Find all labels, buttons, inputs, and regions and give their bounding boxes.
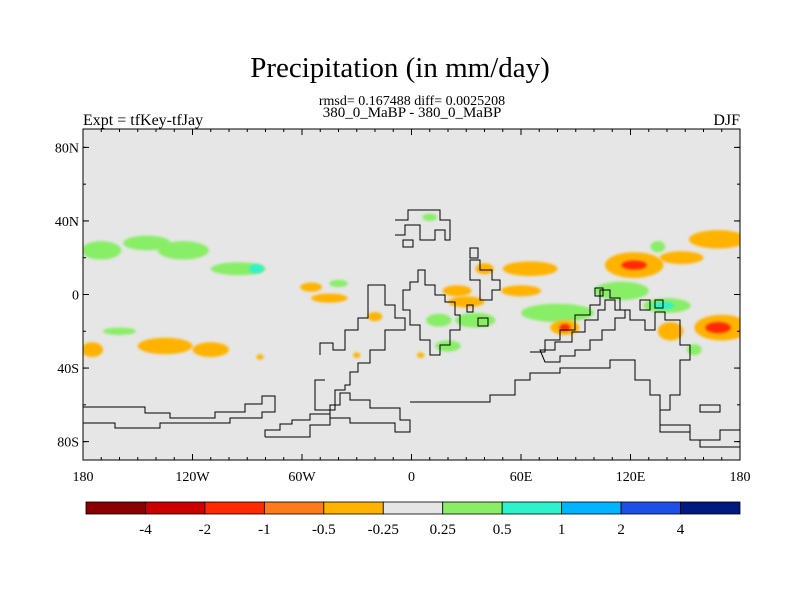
colorbar-swatch-10 [680, 501, 741, 515]
coastline-americas [83, 395, 276, 429]
coastline-layer [83, 209, 740, 448]
anomaly-patch-12 [367, 311, 383, 322]
anomaly-patch-34 [650, 241, 666, 253]
anomaly-patch-14 [455, 312, 496, 328]
stats-label: rmsd= 0.167488 diff= 0.0025208 [318, 94, 506, 109]
anomaly-patch-26 [621, 260, 647, 270]
anomaly-patch-15 [435, 340, 461, 352]
season-label: DJF [713, 112, 740, 129]
anomaly-patch-19 [500, 285, 542, 297]
anomaly-layer [83, 213, 740, 360]
coastline-middle-east [469, 247, 501, 301]
x-tick-label: 180 [73, 470, 94, 485]
anomaly-patch-11 [103, 327, 136, 335]
coastline-asia [530, 289, 740, 441]
colorbar-label: 0.25 [430, 522, 456, 538]
colorbar-swatch-8 [561, 501, 622, 515]
x-tick-label: 180 [730, 470, 751, 485]
colorbar-label: 0.5 [493, 522, 512, 538]
colorbar-label: -0.25 [368, 522, 399, 538]
colorbar-label: 4 [677, 522, 685, 538]
colorbar-swatch-2 [204, 501, 265, 515]
colorbar-swatch-6 [442, 501, 503, 515]
coastline-indian-subcontinent [539, 299, 626, 363]
colorbar-label: -2 [199, 522, 212, 538]
colorbar-label: 2 [617, 522, 625, 538]
anomaly-patch-27 [688, 230, 740, 249]
anomaly-patch-13 [426, 313, 452, 327]
anomaly-patch-17 [442, 285, 472, 297]
anomaly-patch-9 [137, 337, 193, 355]
experiment-label: Expt = tfKey-tfJay [83, 112, 204, 129]
x-tick-label: 0 [408, 470, 415, 485]
coastline-south-atlantic [466, 304, 489, 327]
x-tick-label: 120E [616, 470, 646, 485]
anomaly-patch-4 [249, 264, 264, 274]
anomaly-patch-30 [705, 322, 731, 334]
x-tick-label: 60E [510, 470, 533, 485]
chart-title: Precipitation (in mm/day) [250, 52, 550, 84]
colorbar-label: -4 [139, 522, 152, 538]
anomaly-patch-37 [256, 354, 264, 360]
anomaly-patch-36 [687, 344, 702, 356]
y-tick-label: 40N [55, 215, 79, 230]
colorbar-swatch-7 [501, 501, 563, 515]
anomaly-patch-5 [300, 282, 323, 292]
colorbar-label: 1 [558, 522, 566, 538]
coastline-antarctica [264, 392, 411, 438]
anomaly-patch-21 [521, 303, 594, 323]
coastline-africa [402, 269, 461, 356]
colorbar-swatch-1 [145, 501, 206, 515]
anomaly-patch-33 [657, 322, 684, 341]
coastline-south-america [314, 284, 406, 411]
anomaly-patch-35 [422, 213, 438, 221]
anomaly-patch-22 [594, 281, 649, 301]
colorbar-swatch-0 [85, 501, 146, 515]
anomaly-patch-28 [659, 251, 704, 265]
anomaly-patch-20 [475, 263, 494, 275]
y-axis: 80N 40N 0 40S 80S [55, 141, 740, 451]
colorbar-label: -1 [258, 522, 271, 538]
coastline-southeast-asia [594, 287, 721, 413]
x-tick-label: 60W [288, 470, 316, 485]
colorbar-swatch-5 [382, 501, 444, 515]
anomaly-patch-32 [559, 323, 571, 332]
colorbar-swatch-9 [620, 501, 681, 515]
y-tick-label: 40S [57, 362, 79, 377]
anomaly-patch-18 [502, 261, 558, 277]
anomaly-patch-8 [83, 342, 104, 358]
anomaly-patch-39 [416, 352, 425, 358]
colorbar-swatch-4 [323, 501, 384, 515]
anomaly-patch-1 [123, 235, 171, 251]
anomaly-patch-2 [157, 241, 209, 260]
anomaly-patch-10 [192, 342, 229, 358]
colorbar-label: -0.5 [312, 522, 336, 538]
anomaly-patch-7 [311, 293, 348, 303]
anomaly-patch-0 [83, 241, 122, 260]
y-tick-label: 80S [57, 436, 79, 451]
colorbar: -4 -2 -1 -0.5 -0.25 0.25 0.5 1 2 4 [85, 501, 741, 538]
chart-subtitle: 380_0_MaBP - 380_0_MaBP [322, 105, 502, 121]
anomaly-patch-16 [448, 296, 485, 308]
x-axis: 180 120W 60W 0 60E 120E 180 [73, 129, 751, 485]
x-tick-label: 120W [175, 470, 210, 485]
anomaly-patch-38 [353, 352, 361, 358]
coastline-europe [395, 209, 451, 248]
anomaly-patch-6 [329, 279, 348, 288]
y-tick-label: 0 [72, 289, 79, 304]
y-tick-label: 80N [55, 141, 79, 156]
colorbar-swatch-3 [263, 501, 325, 515]
